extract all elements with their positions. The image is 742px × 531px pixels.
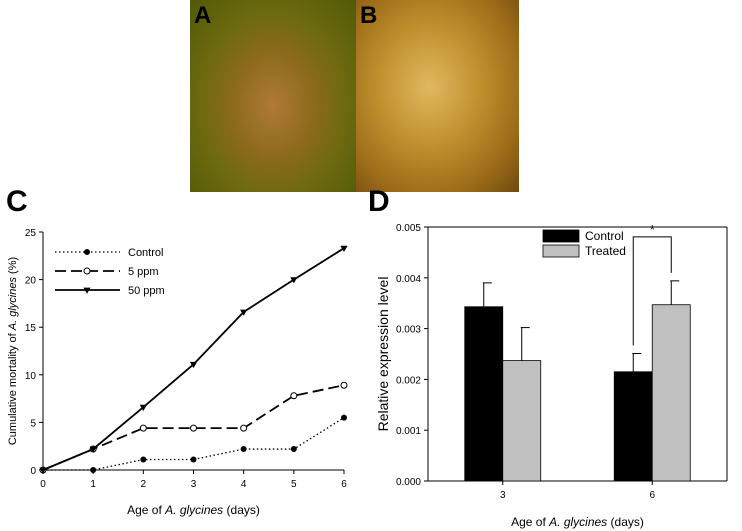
mortality-line-chart: 0 5 10 15 20 25 0 1 2 3 4 5 6 Age of A. glycines (day… [7,228,348,517]
bar-control-3 [464,282,504,482]
bracket-line [632,236,672,346]
data-point [240,424,248,432]
legend-swatch [542,244,580,258]
expression-bar-chart: 0.000 0.001 0.002 0.003 0.004 0.005 3 6 * Age of … [375,222,728,529]
data-point [90,467,97,473]
x-tick-label: 2 [141,479,147,490]
data-point [340,245,348,252]
x-tick-label: 6 [341,479,347,490]
x-tick-label: 3 [500,490,506,501]
x-tick-label: 1 [90,479,96,490]
data-point [290,392,298,400]
legend-swatch [542,229,580,243]
bar-treated-6 [651,280,691,482]
y-tick-label: 0.002 [396,375,421,386]
bar [502,360,542,482]
y-axis-label: Cumulative mortality of A. glycines (%) [7,257,19,445]
legend-label: Treated [585,244,626,258]
photo-panel-a: A [190,0,356,192]
panel-letter-a: A [194,2,212,29]
series-50-ppm [39,245,348,474]
data-point [340,381,348,389]
x-axis-label: Age of A. glycines (days) [511,515,644,529]
data-point [89,446,97,453]
data-point [39,467,47,474]
x-tick-label: 5 [291,479,297,490]
data-point [189,361,198,369]
y-tick-label: 10 [25,371,37,382]
data-point [290,446,297,453]
significance-star: * [650,222,655,237]
x-tick-label: 3 [191,479,197,490]
x-tick-label: 6 [649,490,655,501]
legend-label: Control [585,229,624,243]
legend-label: Control [128,247,163,259]
x-axis-label: Age of A. glycines (days) [127,503,260,517]
panel-letter-d: D [368,185,390,218]
photo-panel-b: B [356,0,519,192]
data-point [240,309,248,316]
y-tick-label: 0.001 [396,426,421,437]
series-line [42,247,345,471]
legend-label: 5 ppm [128,266,159,278]
panel-letter-b: B [360,2,378,29]
y-tick-label: 20 [25,276,37,287]
y-tick-label: 0.005 [396,223,421,234]
data-point [341,414,347,421]
bar [651,304,691,482]
data-point [139,424,147,432]
x-tick-label: 0 [40,479,46,490]
y-tick-label: 0.000 [396,477,421,488]
significance-bracket: * [632,222,672,346]
y-tick-label: 0 [30,466,36,477]
y-tick-label: 5 [30,418,36,429]
x-tick-label: 4 [241,479,247,490]
y-axis-label: Relative expression level [375,277,391,432]
bar [613,371,653,482]
y-tick-label: 25 [25,228,37,239]
legend-marker [83,287,91,294]
data-point [190,424,197,432]
data-point [190,456,197,463]
data-point [140,456,147,463]
data-point [240,446,247,453]
bar-control-6 [613,352,653,482]
y-tick-label: 0.003 [396,325,421,336]
y-tick-label: 15 [25,323,37,334]
data-point [290,277,298,284]
bar [464,306,504,482]
legend-marker [83,267,91,275]
bar-treated-3 [502,327,542,482]
y-tick-label: 0.004 [396,274,421,285]
legend-label: 50 ppm [128,285,165,297]
panel-letter-c: C [6,185,28,218]
series-control [40,414,347,473]
legend: Control 5 ppm 50 ppm [55,247,165,297]
data-point [139,404,147,411]
legend-marker [84,249,90,255]
